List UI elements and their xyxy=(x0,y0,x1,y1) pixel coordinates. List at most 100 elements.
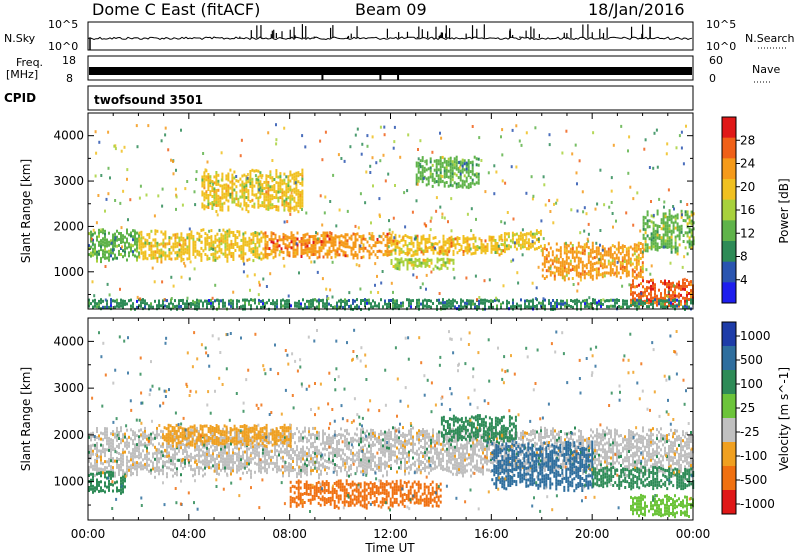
y-tick-label: 3000 xyxy=(53,174,84,188)
data-speckle xyxy=(193,267,196,271)
data-speckle xyxy=(626,269,629,273)
data-speckle xyxy=(107,166,110,170)
data-speckle xyxy=(384,501,387,505)
data-speckle xyxy=(484,190,487,194)
data-speckle xyxy=(139,356,142,360)
data-speckle xyxy=(425,273,428,277)
data-speckle xyxy=(618,384,621,388)
data-speckle xyxy=(366,134,369,138)
data-speckle xyxy=(663,200,666,204)
data-speckle xyxy=(228,418,231,422)
data-speckle xyxy=(316,270,319,274)
data-speckle xyxy=(211,441,214,445)
data-speckle xyxy=(255,177,258,181)
data-speckle xyxy=(164,449,167,453)
data-speckle xyxy=(445,484,448,488)
data-speckle xyxy=(91,233,94,237)
data-speckle xyxy=(632,370,635,374)
data-speckle xyxy=(188,394,191,397)
data-speckle xyxy=(414,236,417,240)
data-speckle xyxy=(172,284,175,288)
data-speckle xyxy=(618,398,621,402)
data-speckle xyxy=(502,381,505,385)
data-speckle xyxy=(202,152,205,155)
data-speckle xyxy=(290,191,293,195)
data-speckle xyxy=(201,445,204,449)
data-speckle xyxy=(211,296,214,300)
colorbar-segment xyxy=(722,490,736,515)
data-speckle xyxy=(98,331,100,335)
data-speckle xyxy=(577,282,580,286)
data-speckle xyxy=(595,345,598,349)
data-speckle xyxy=(579,231,582,235)
data-speckle xyxy=(412,273,415,277)
data-speckle xyxy=(683,255,686,259)
data-speckle xyxy=(665,152,668,156)
data-speckle xyxy=(401,487,404,491)
data-speckle xyxy=(257,293,260,297)
data-speckle xyxy=(157,194,160,198)
data-speckle xyxy=(174,411,177,415)
data-speckle xyxy=(429,219,432,223)
data-speckle xyxy=(107,476,110,480)
data-band-2 xyxy=(264,231,393,260)
data-speckle xyxy=(570,208,573,212)
data-speckle xyxy=(111,507,114,510)
data-speckle xyxy=(632,223,635,227)
data-speckle xyxy=(460,337,463,341)
data-speckle xyxy=(584,470,587,474)
data-speckle xyxy=(420,361,423,365)
data-speckle xyxy=(220,178,223,182)
data-speckle xyxy=(609,443,612,447)
data-speckle xyxy=(487,490,490,494)
data-speckle xyxy=(178,243,181,247)
data-speckle xyxy=(359,287,362,291)
data-speckle xyxy=(678,134,681,138)
data-speckle xyxy=(269,272,272,276)
data-speckle xyxy=(240,138,243,142)
colorbar-tick-label: 12 xyxy=(740,226,755,240)
data-speckle xyxy=(360,152,363,156)
data-speckle xyxy=(331,295,334,299)
cpid-value: twofsound 3501 xyxy=(94,93,203,107)
data-speckle xyxy=(281,465,284,469)
data-speckle xyxy=(574,143,577,147)
data-speckle xyxy=(127,336,129,340)
data-speckle xyxy=(501,434,504,438)
data-speckle xyxy=(298,271,300,275)
data-speckle xyxy=(513,241,516,245)
data-speckle xyxy=(406,189,409,193)
data-speckle xyxy=(675,146,678,150)
data-speckle xyxy=(354,472,357,476)
data-speckle xyxy=(468,331,471,335)
data-speckle xyxy=(636,191,639,195)
data-speckle xyxy=(151,384,154,388)
data-speckle xyxy=(361,416,364,420)
data-speckle xyxy=(431,243,434,247)
data-speckle xyxy=(100,355,103,359)
data-speckle xyxy=(111,480,114,484)
data-speckle xyxy=(286,220,289,224)
data-speckle xyxy=(487,401,490,405)
data-speckle xyxy=(351,358,353,362)
panel-background xyxy=(88,318,693,520)
x-tick-label: 00:00 xyxy=(676,527,711,541)
data-speckle xyxy=(95,221,98,225)
data-speckle xyxy=(673,207,675,211)
data-speckle xyxy=(275,142,278,146)
data-speckle xyxy=(337,375,340,379)
data-speckle xyxy=(643,248,645,252)
data-speckle xyxy=(106,282,109,286)
nsearch-tick-top: 10^5 xyxy=(706,18,736,31)
data-speckle xyxy=(100,174,103,177)
data-speckle xyxy=(546,495,549,499)
data-speckle xyxy=(91,243,94,247)
data-speckle xyxy=(247,368,250,372)
data-speckle xyxy=(668,377,671,381)
data-speckle xyxy=(110,241,113,245)
data-speckle xyxy=(503,355,506,359)
data-speckle xyxy=(534,126,537,130)
data-speckle xyxy=(235,175,238,178)
data-speckle xyxy=(589,347,592,351)
data-speckle xyxy=(193,190,196,194)
